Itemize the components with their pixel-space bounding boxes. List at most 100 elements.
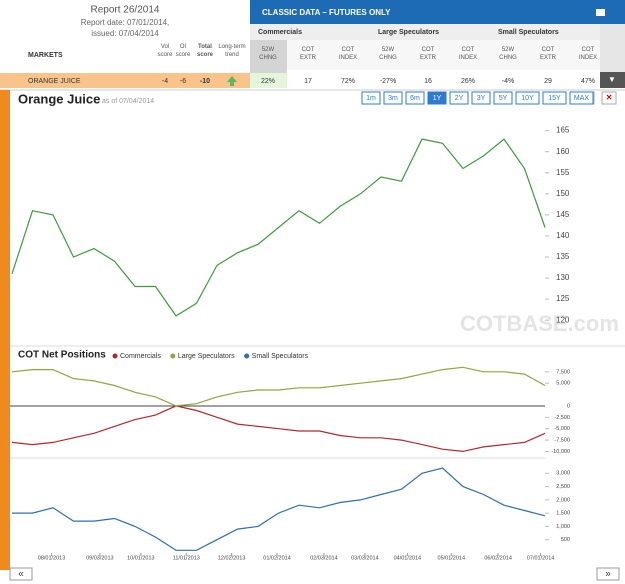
y-tick-label: 140 bbox=[556, 231, 570, 240]
x-tick-label: 04/01/2014 bbox=[394, 555, 422, 561]
prev-button[interactable] bbox=[9, 567, 33, 581]
y-tick-label: -10,000 bbox=[551, 449, 570, 455]
range-button[interactable] bbox=[471, 91, 491, 105]
subcolumn-header: COT INDEX bbox=[579, 47, 597, 61]
y-tick-label: 500 bbox=[561, 537, 570, 543]
y-tick-label: 150 bbox=[556, 189, 570, 198]
column-header: Long-term trend bbox=[218, 44, 245, 58]
y-tick-label: 135 bbox=[556, 252, 570, 261]
report-title: Report 26/2014 bbox=[91, 5, 160, 16]
banner-title: CLASSIC DATA – FUTURES ONLY bbox=[262, 8, 391, 17]
subcolumn-header: COT EXTR bbox=[300, 47, 317, 61]
cell: 29 bbox=[544, 78, 552, 85]
series-line bbox=[11, 366, 546, 407]
y-tick-label: 2,500 bbox=[556, 484, 570, 490]
report-issued: issued: 07/04/2014 bbox=[91, 29, 159, 38]
y-tick-label: 1,000 bbox=[556, 524, 570, 530]
y-tick-label: 0 bbox=[567, 403, 570, 409]
score: -6 bbox=[180, 78, 186, 85]
cell: -27% bbox=[380, 78, 396, 85]
range-button[interactable] bbox=[493, 91, 513, 105]
cell: 72% bbox=[341, 78, 355, 85]
legend-marker bbox=[244, 353, 250, 359]
legend-label: Commercials bbox=[120, 353, 161, 360]
range-button[interactable] bbox=[449, 91, 469, 105]
subcolumn-header: 52W CHNG bbox=[499, 47, 517, 61]
range-button[interactable] bbox=[515, 91, 540, 105]
range-button[interactable] bbox=[427, 91, 447, 105]
legend-label: Small Speculators bbox=[252, 353, 309, 360]
x-tick-label: 06/02/2014 bbox=[484, 555, 512, 561]
y-tick-label: 155 bbox=[556, 168, 570, 177]
score: -10 bbox=[200, 78, 210, 85]
column-header: OI score bbox=[176, 44, 191, 58]
cell-highlight bbox=[250, 73, 287, 88]
cell: 22% bbox=[261, 78, 275, 85]
column-header: Total score bbox=[197, 44, 214, 58]
y-tick-label: 5,000 bbox=[556, 381, 570, 387]
x-tick-label: 07/01/2014 bbox=[527, 555, 555, 561]
x-tick-label: 09/03/2013 bbox=[86, 555, 114, 561]
legend-marker bbox=[112, 353, 118, 359]
close-button[interactable] bbox=[601, 91, 617, 105]
y-tick-label: 145 bbox=[556, 210, 570, 219]
y-tick-label: 125 bbox=[556, 294, 570, 303]
y-tick-label: 2,000 bbox=[556, 497, 570, 503]
x-tick-label: 11/01/2013 bbox=[173, 555, 200, 561]
trend-arrow bbox=[227, 76, 237, 86]
series-line bbox=[11, 138, 546, 317]
x-tick-label: 05/01/2014 bbox=[438, 555, 466, 561]
range-button[interactable] bbox=[542, 91, 567, 105]
chart-title: Orange Juice bbox=[18, 91, 100, 106]
group-header: Commercials bbox=[258, 29, 302, 36]
cell: 26% bbox=[461, 78, 475, 85]
range-label: MAX bbox=[574, 95, 590, 102]
next-button[interactable] bbox=[596, 567, 620, 581]
legend-label: Large Speculators bbox=[178, 353, 235, 360]
row-highlight bbox=[0, 73, 250, 88]
y-tick-label: 165 bbox=[556, 126, 570, 135]
report-date: Report date: 07/01/2014, bbox=[81, 18, 170, 27]
range-label: 10Y bbox=[521, 95, 534, 102]
y-tick-label: 120 bbox=[556, 315, 570, 324]
y-tick-label: 3,000 bbox=[556, 471, 570, 477]
range-label: 6m bbox=[410, 95, 420, 102]
x-tick-label: 08/01/2013 bbox=[38, 555, 66, 561]
y-tick-label: -7,500 bbox=[554, 438, 570, 444]
subcolumn-header: 52W CHNG bbox=[259, 47, 277, 61]
subcolumn-header: COT INDEX bbox=[339, 47, 357, 61]
subcolumn-header: COT INDEX bbox=[459, 47, 477, 61]
group-header: Large Speculators bbox=[378, 29, 439, 36]
cell: -4% bbox=[502, 78, 514, 85]
x-tick-label: 02/03/2014 bbox=[310, 555, 338, 561]
close-icon: × bbox=[606, 93, 612, 104]
prev-icon: « bbox=[18, 569, 24, 580]
range-button[interactable] bbox=[569, 91, 594, 105]
subcolumn-header: COT EXTR bbox=[420, 47, 437, 61]
section-title: COT Net Positions bbox=[18, 350, 106, 361]
range-button[interactable] bbox=[361, 91, 381, 105]
range-label: 3Y bbox=[477, 95, 486, 102]
y-tick-label: -5,000 bbox=[554, 426, 570, 432]
subcolumn-header: 52W CHNG bbox=[379, 47, 397, 61]
group-header: Small Speculators bbox=[498, 29, 559, 36]
chart-subtitle: as of 07/04/2014 bbox=[102, 98, 154, 105]
next-icon: » bbox=[605, 569, 611, 580]
print-icon[interactable] bbox=[596, 9, 605, 16]
score: -4 bbox=[162, 78, 168, 85]
watermark: COTBASE.com bbox=[460, 311, 619, 336]
sorted-col-bg bbox=[250, 40, 287, 74]
x-tick-label: 03/03/2014 bbox=[351, 555, 379, 561]
y-tick-label: 160 bbox=[556, 147, 570, 156]
column-header: MARKETS bbox=[28, 52, 63, 59]
range-label: 5Y bbox=[499, 95, 508, 102]
dropdown[interactable] bbox=[600, 72, 625, 88]
legend-marker bbox=[170, 353, 176, 359]
range-label: 1m bbox=[366, 95, 376, 102]
range-button[interactable] bbox=[405, 91, 425, 105]
range-label: 15Y bbox=[548, 95, 561, 102]
banner-bg bbox=[250, 0, 625, 24]
range-button[interactable] bbox=[383, 91, 403, 105]
